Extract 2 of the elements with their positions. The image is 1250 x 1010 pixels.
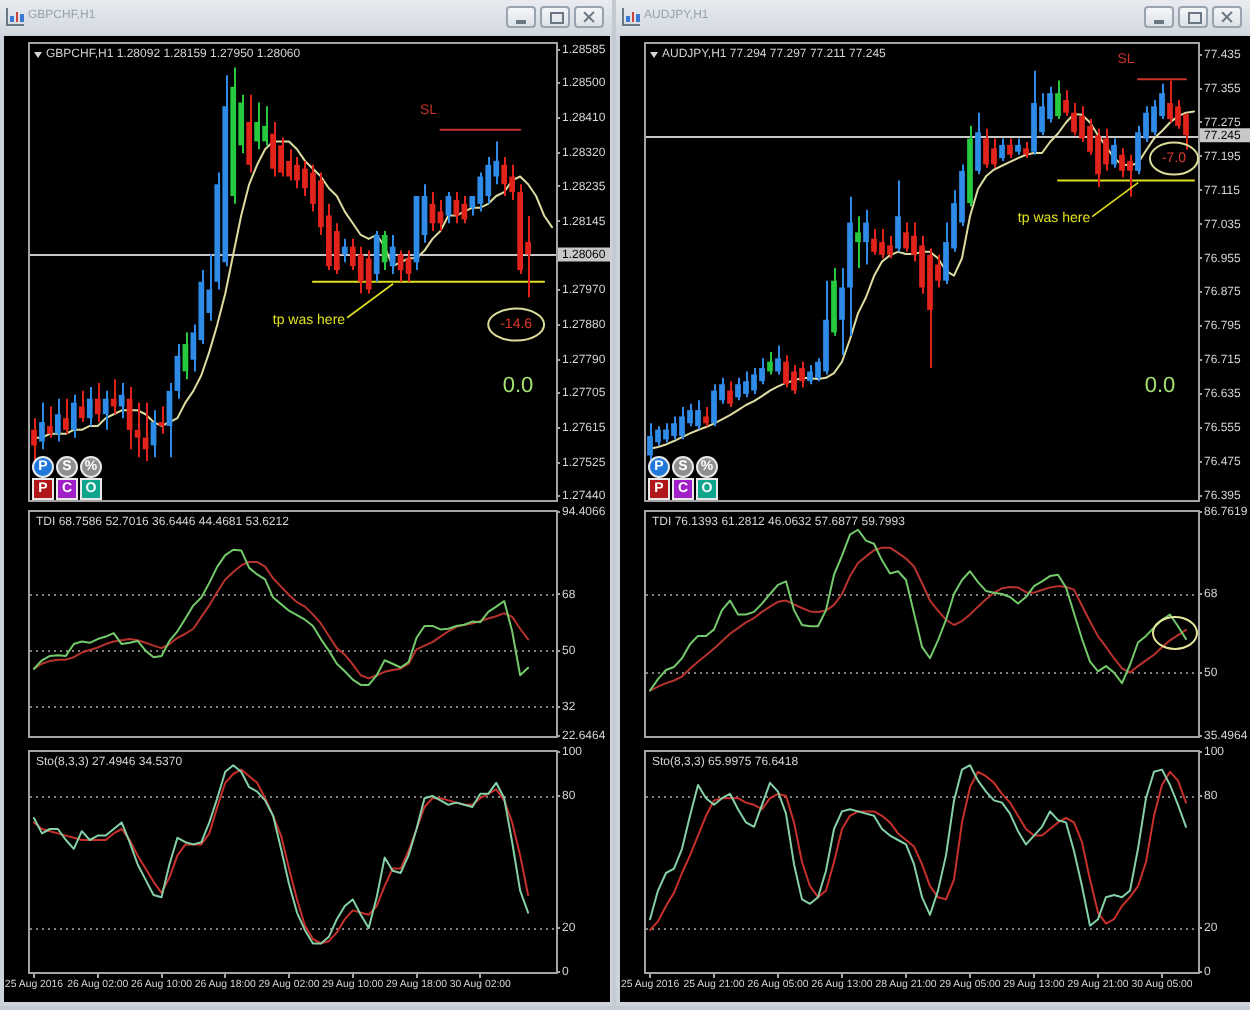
annotation: 0.0 [1144,374,1176,399]
annotation: 0.0 [502,374,534,399]
